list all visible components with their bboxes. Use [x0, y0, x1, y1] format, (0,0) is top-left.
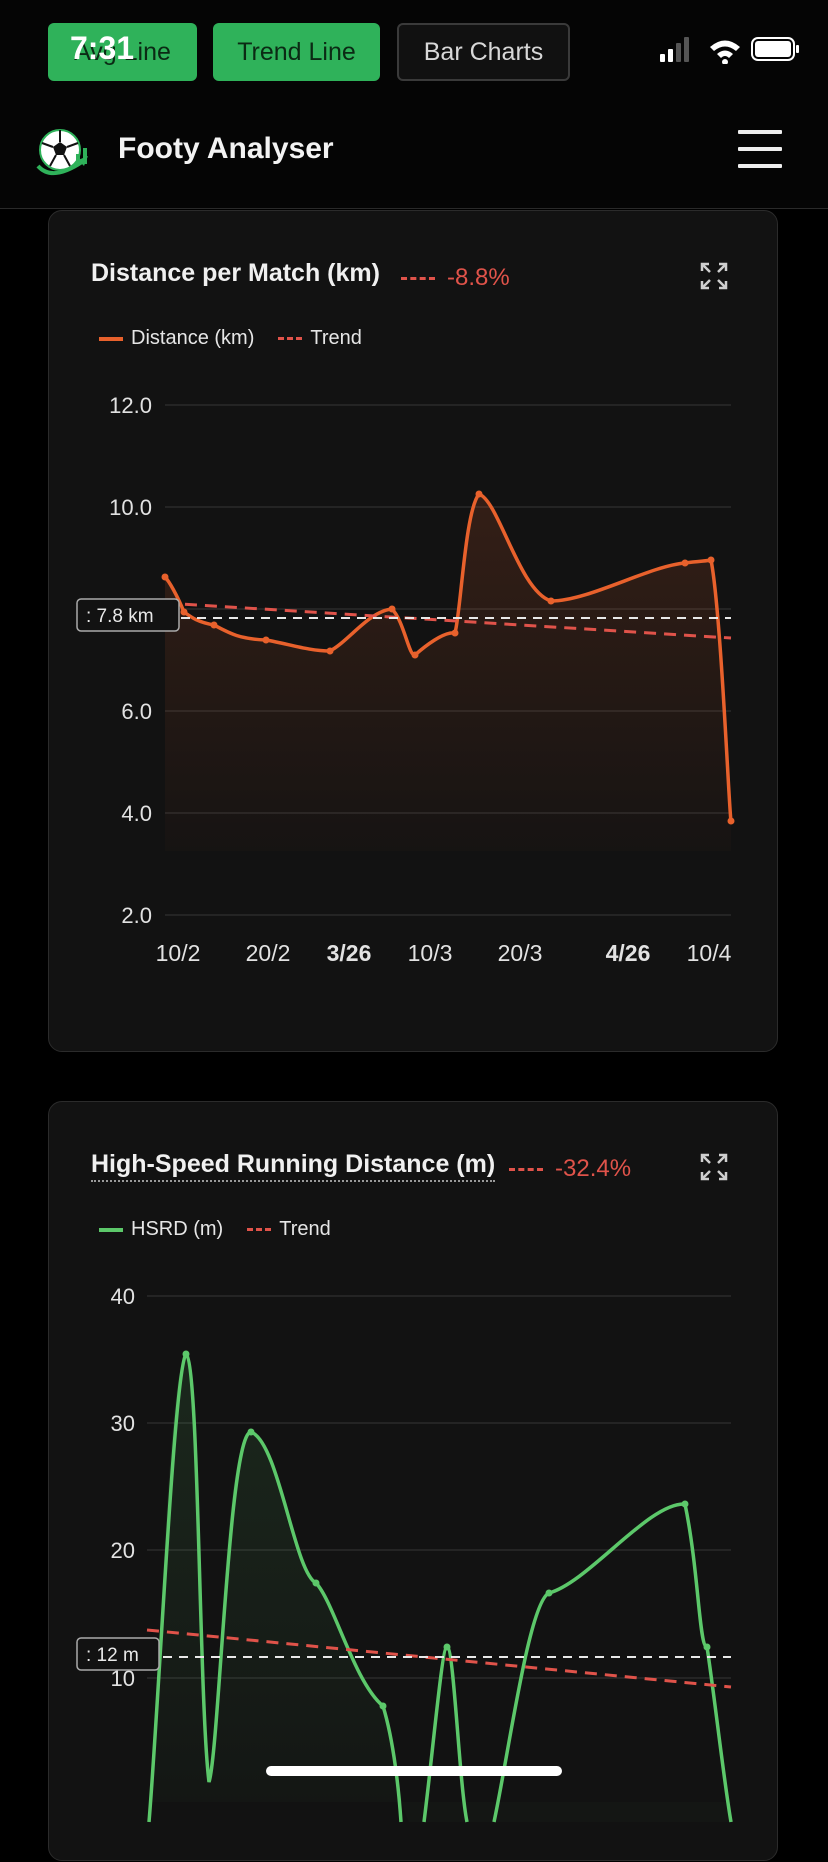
average-label-box [76, 1637, 160, 1671]
hsrd-area [149, 1354, 731, 1822]
chart-title: High-Speed Running Distance (m) [91, 1150, 496, 1182]
signal-icon [660, 37, 689, 62]
trend-percentage-value: -32.4% [555, 1155, 632, 1182]
hsrd-trend-line [146, 1628, 732, 1689]
distance-area [165, 494, 731, 851]
data-point[interactable] [545, 1589, 553, 1597]
y-tick-label: 4.0 [121, 801, 152, 826]
data-point[interactable] [547, 597, 555, 605]
app-header [0, 110, 828, 209]
distance-chart-card: Distance per Match (km) -8.8% Distance (… [48, 210, 778, 1052]
x-tick-label: 10/4 [687, 940, 732, 966]
x-tick-label: 20/2 [246, 940, 291, 966]
expand-icon[interactable] [699, 261, 729, 291]
data-point[interactable] [326, 647, 334, 655]
battery-icon [751, 37, 799, 61]
x-tick-label: 10/2 [156, 940, 201, 966]
data-point[interactable] [312, 1579, 320, 1587]
x-tick-label: 10/3 [408, 940, 453, 966]
legend-label: Trend [310, 327, 362, 349]
data-point[interactable] [703, 1643, 711, 1651]
data-point[interactable] [161, 573, 169, 581]
data-point[interactable] [475, 490, 483, 498]
tab-avg-line[interactable]: Avg Line [48, 23, 197, 81]
y-tick-label: 10.0 [109, 495, 152, 520]
data-point[interactable] [681, 1500, 689, 1508]
trend-percentage-value: -8.8% [447, 264, 510, 291]
y-tick-label: 40 [111, 1284, 135, 1309]
x-tick-label: 3/26 [327, 940, 372, 966]
hsrd-chart-card: High-Speed Running Distance (m) -32.4% H… [48, 1101, 778, 1861]
average-label: : 12 m [86, 1645, 139, 1666]
data-point[interactable] [681, 559, 689, 567]
chart-legend: Distance (km) Trend [99, 327, 386, 350]
data-point[interactable] [443, 1643, 451, 1651]
legend-item-trend[interactable]: Trend [278, 327, 362, 350]
status-time: 7:31 [70, 30, 135, 66]
trend-percentage: -32.4% [509, 1155, 631, 1183]
data-point[interactable] [379, 1702, 387, 1710]
legend-label: Trend [279, 1218, 331, 1240]
data-point[interactable] [262, 636, 270, 644]
distance-trend-line [164, 601, 732, 640]
soccer-ball-logo-icon [36, 129, 88, 175]
y-tick-label: 2.0 [121, 903, 152, 928]
legend-item-distance[interactable]: Distance (km) [99, 327, 254, 350]
y-tick-label: 20 [111, 1538, 135, 1563]
hsrd-line-chart: 40 30 20 10 : 12 m [76, 1284, 733, 1823]
trend-percentage: -8.8% [401, 264, 510, 292]
hamburger-menu-icon[interactable] [738, 130, 782, 170]
tab-bar-charts[interactable]: Bar Charts [397, 23, 570, 81]
data-point[interactable] [727, 817, 735, 825]
x-tick-label: 4/26 [606, 940, 651, 966]
tab-trend-line[interactable]: Trend Line [213, 23, 380, 81]
chart-legend: HSRD (m) Trend [99, 1218, 355, 1241]
data-point[interactable] [180, 608, 188, 616]
status-icons [660, 37, 799, 64]
y-tick-label: 30 [111, 1411, 135, 1436]
home-indicator[interactable] [266, 1766, 562, 1776]
average-label-box [76, 598, 180, 632]
y-tick-label: 12.0 [109, 393, 152, 418]
distance-line-chart: 12.0 10.0 6.0 4.0 2.0 10/2 20/2 3/26 10/… [76, 393, 735, 966]
wifi-icon [710, 40, 740, 64]
data-point[interactable] [707, 556, 715, 564]
data-point[interactable] [247, 1428, 255, 1436]
data-point[interactable] [388, 605, 396, 613]
data-point[interactable] [182, 1350, 190, 1358]
y-tick-label: 6.0 [121, 699, 152, 724]
trend-dash-icon [509, 1167, 543, 1171]
expand-icon[interactable] [699, 1152, 729, 1182]
data-point[interactable] [210, 621, 218, 629]
chart-title: Distance per Match (km) [91, 259, 380, 287]
trend-dash-icon [401, 276, 435, 280]
x-tick-label: 20/3 [498, 940, 543, 966]
data-point[interactable] [411, 651, 419, 659]
chart-title-text[interactable]: High-Speed Running Distance (m) [91, 1150, 496, 1182]
app-title: Footy Analyser [118, 132, 334, 165]
legend-label: HSRD (m) [131, 1218, 224, 1240]
legend-item-trend[interactable]: Trend [247, 1218, 331, 1241]
legend-item-hsrd[interactable]: HSRD (m) [99, 1218, 223, 1241]
legend-label: Distance (km) [131, 327, 255, 349]
data-point[interactable] [451, 629, 459, 637]
average-label: : 7.8 km [86, 606, 154, 627]
